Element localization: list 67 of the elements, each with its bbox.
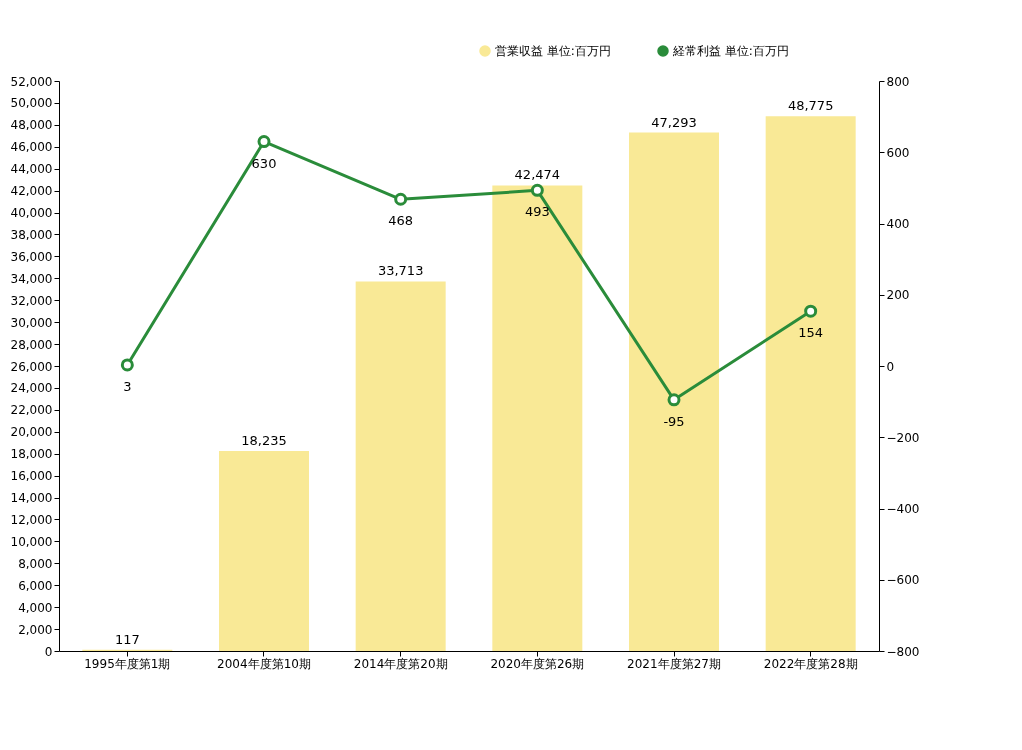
bar [629, 132, 719, 651]
y-tick-label: 42,000 [10, 184, 53, 199]
y-tick-label: 48,000 [10, 118, 53, 133]
y2-tick-label: 200 [886, 288, 910, 303]
y-tick-label: 40,000 [10, 206, 53, 221]
bar [219, 451, 309, 651]
y-tick-label: 26,000 [10, 359, 53, 374]
y-tick-label: 14,000 [10, 491, 53, 506]
x-tick-label: 2004年度第10期 [217, 656, 311, 671]
bar [765, 116, 856, 651]
legend-label: 経常利益 単位:百万円 [672, 44, 789, 58]
data-label: 42,474 [514, 167, 561, 183]
bar [492, 185, 583, 651]
y-tick-label: 52,000 [10, 74, 53, 89]
y-tick-label: 2,000 [18, 622, 53, 637]
data-label: 630 [251, 155, 277, 171]
y-tick-label: 22,000 [10, 403, 53, 418]
y-tick-label: 32,000 [10, 293, 53, 308]
y2-tick-label: 800 [886, 74, 910, 89]
x-tick-label: 2014年度第20期 [353, 656, 448, 671]
y-tick-label: 18,000 [10, 447, 53, 462]
legend-label: 営業収益 単位:百万円 [495, 44, 611, 58]
y2-tick-label: −200 [886, 430, 920, 445]
y2-tick-label: −600 [886, 573, 920, 588]
y-tick-label: 4,000 [18, 600, 53, 615]
y-tick-label: 50,000 [10, 96, 53, 111]
y2-tick-label: 400 [886, 217, 910, 231]
x-tick-label: 2021年度第27期 [627, 656, 721, 671]
point [530, 183, 544, 197]
y-tick-label: 44,000 [10, 162, 53, 177]
x-tick-label: 1995年度第1期 [84, 656, 171, 671]
bar [355, 281, 446, 651]
data-label: 154 [798, 325, 824, 341]
y-tick-label: 28,000 [10, 337, 53, 352]
data-label: 48,775 [787, 98, 834, 114]
y-tick-label: 36,000 [10, 249, 53, 264]
y-tick-label: 20,000 [10, 425, 53, 440]
y-tick-label: 8,000 [18, 556, 53, 571]
data-label: 493 [524, 204, 550, 220]
data-label: 33,713 [377, 263, 424, 279]
point [804, 304, 818, 318]
x-tick-label: 2020年度第26期 [490, 656, 585, 671]
point [667, 393, 681, 407]
y-tick-label: 16,000 [10, 469, 53, 484]
data-label: -95 [663, 413, 685, 429]
x-tick-label: 2022年度第28期 [763, 656, 858, 671]
point [120, 358, 134, 372]
y-tick-label: 6,000 [18, 578, 53, 593]
y-tick-label: 30,000 [10, 315, 53, 330]
data-label: 468 [388, 213, 414, 229]
y-tick-label: 46,000 [10, 140, 53, 155]
y-tick-label: 10,000 [10, 534, 53, 549]
data-label: 47,293 [651, 114, 697, 130]
point [257, 135, 271, 149]
y-tick-label: 12,000 [10, 512, 53, 527]
y-tick-label: 0 [44, 644, 53, 659]
y-tick-label: 24,000 [10, 381, 53, 396]
y2-tick-label: 0 [886, 359, 895, 374]
y-tick-label: 34,000 [10, 271, 53, 286]
y2-tick-label: −800 [886, 644, 920, 659]
y2-tick-label: −400 [886, 502, 920, 516]
data-label: 117 [114, 631, 140, 647]
y2-tick-label: 600 [886, 145, 910, 160]
y-tick-label: 38,000 [10, 227, 53, 242]
point [394, 192, 408, 206]
data-label: 18,235 [241, 433, 287, 449]
data-label: 3 [123, 378, 132, 394]
